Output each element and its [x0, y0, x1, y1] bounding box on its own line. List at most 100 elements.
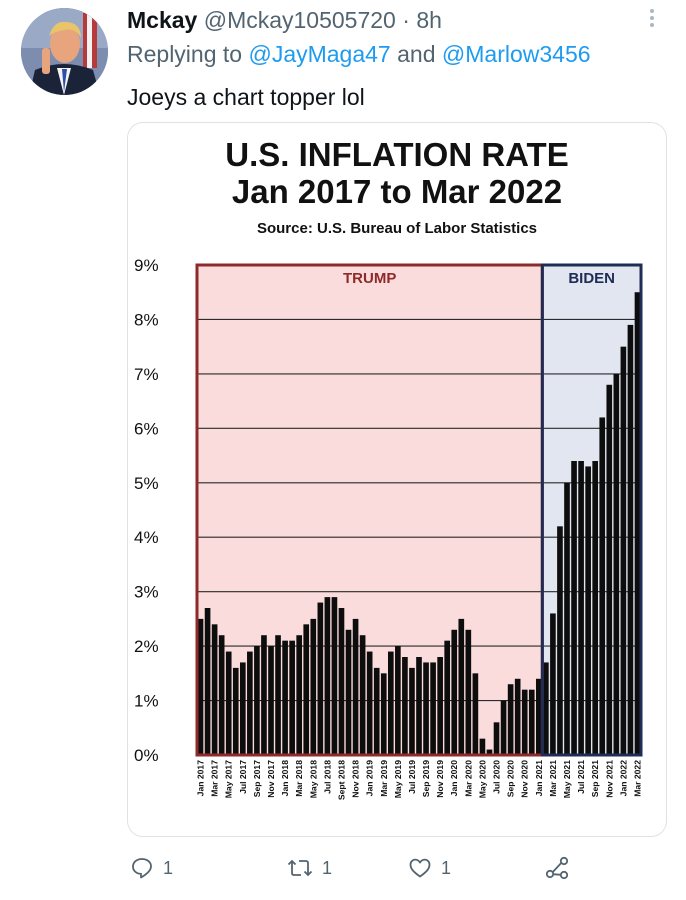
bar: [423, 662, 429, 755]
reply-and: and: [397, 41, 436, 67]
reply-icon: [132, 858, 152, 879]
x-tick-label: Jul 2018: [322, 760, 332, 794]
bar: [535, 678, 542, 755]
bar: [620, 346, 627, 755]
bar: [606, 384, 613, 755]
share-button[interactable]: [544, 853, 570, 883]
x-tick-label: Mar 2019: [379, 760, 389, 797]
x-tick-label: Sep 2019: [421, 760, 431, 797]
bar: [338, 608, 345, 755]
bar: [380, 673, 387, 755]
bar: [331, 597, 338, 755]
bar: [282, 640, 288, 755]
bar: [571, 461, 577, 755]
bar: [204, 608, 211, 755]
bar: [578, 461, 584, 755]
x-tick-label: Nov 2018: [351, 760, 361, 798]
bar: [416, 657, 422, 755]
y-tick-label: 6%: [134, 419, 159, 438]
x-tick-label: Sep 2017: [252, 760, 262, 797]
timestamp[interactable]: 8h: [416, 7, 442, 33]
x-tick-label: Jan 2018: [280, 760, 290, 797]
x-tick-label: Nov 2019: [435, 760, 445, 798]
bar: [599, 417, 606, 755]
bar: [521, 689, 528, 755]
bar: [310, 618, 317, 755]
x-tick-label: Mar 2022: [632, 760, 642, 797]
x-tick-label: May 2021: [562, 760, 572, 798]
inflation-bar-chart: 0% 1% 2% 3% 4% 5% 6% 7% 8% 9% TRUMP BIDEN Jan 2017 Ma…: [134, 256, 643, 800]
bar: [634, 292, 641, 755]
bar: [514, 678, 521, 755]
bar: [402, 657, 408, 755]
bar: [528, 689, 535, 755]
bar: [395, 646, 401, 755]
bar: [479, 738, 486, 755]
bar: [458, 618, 465, 755]
bar: [254, 646, 260, 755]
x-tick-label: Jul 2017: [238, 760, 248, 794]
x-tick-label: May 2018: [308, 760, 318, 798]
x-tick-label: Mar 2018: [294, 760, 304, 797]
bar: [345, 629, 352, 755]
x-tick-label: Mar 2017: [210, 760, 220, 797]
more-options-icon[interactable]: [640, 6, 664, 34]
x-tick-label: Jul 2019: [407, 760, 417, 794]
separator-dot: ·: [402, 7, 410, 33]
retweet-button[interactable]: 1: [287, 853, 332, 883]
bar: [585, 466, 591, 755]
bar: [444, 640, 451, 755]
display-name[interactable]: Mckay: [127, 7, 198, 33]
bar: [543, 662, 549, 755]
bar: [409, 667, 415, 755]
heart-icon: [409, 858, 431, 878]
retweet-icon: [287, 859, 313, 877]
y-tick-label: 2%: [134, 637, 159, 656]
bar: [550, 613, 556, 755]
x-tick-label: Sep 2021: [590, 760, 600, 797]
y-tick-label: 0%: [134, 746, 159, 765]
x-tick-label: Jul 2020: [492, 760, 502, 794]
x-tick-label: Jan 2017: [196, 760, 206, 797]
bar: [324, 597, 331, 755]
y-tick-label: 4%: [134, 528, 159, 547]
bar: [211, 624, 218, 755]
tweet-media-image[interactable]: U.S. INFLATION RATE Jan 2017 to Mar 2022…: [127, 122, 667, 837]
region-biden-border: [540, 263, 643, 757]
bar: [613, 373, 620, 755]
bar: [296, 635, 303, 755]
bar: [218, 635, 225, 755]
bar: [430, 662, 436, 755]
chart-title-dates: Jan 2017 to Mar 2022: [231, 173, 563, 210]
x-tick-label: Mar 2020: [463, 760, 473, 797]
bar: [352, 618, 359, 755]
x-tick-label: Mar 2021: [548, 760, 558, 797]
x-tick-label: Sep 2020: [506, 760, 516, 797]
y-tick-label: 3%: [134, 583, 159, 602]
like-button[interactable]: 1: [408, 853, 451, 883]
chart-subtitle: Source: U.S. Bureau of Labor Statistics: [256, 220, 538, 237]
bar: [493, 722, 500, 755]
mention-link-2[interactable]: @Marlow3456: [441, 41, 591, 67]
bar: [197, 618, 204, 755]
share-icon: [545, 856, 569, 880]
bar: [289, 640, 295, 755]
mention-link-1[interactable]: @JayMaga47: [248, 41, 391, 67]
tweet-text: Joeys a chart topper lol: [127, 84, 365, 110]
bar: [500, 700, 507, 755]
replying-to: Replying to @JayMaga47 and @Marlow3456: [127, 40, 591, 68]
y-tick-label: 1%: [134, 692, 159, 711]
bar: [225, 651, 232, 755]
x-tick-label: Jan 2019: [365, 760, 375, 797]
bar: [451, 629, 458, 755]
x-tick-label: Jan 2021: [534, 760, 544, 797]
bar: [472, 673, 479, 755]
user-handle[interactable]: @Mckay10505720: [203, 7, 396, 33]
bar: [373, 667, 380, 755]
bar: [275, 635, 281, 755]
reply-button[interactable]: 1: [130, 853, 173, 883]
bar: [303, 624, 310, 755]
avatar[interactable]: [21, 8, 108, 95]
x-tick-label: Nov 2021: [604, 760, 614, 798]
bar: [486, 749, 493, 755]
